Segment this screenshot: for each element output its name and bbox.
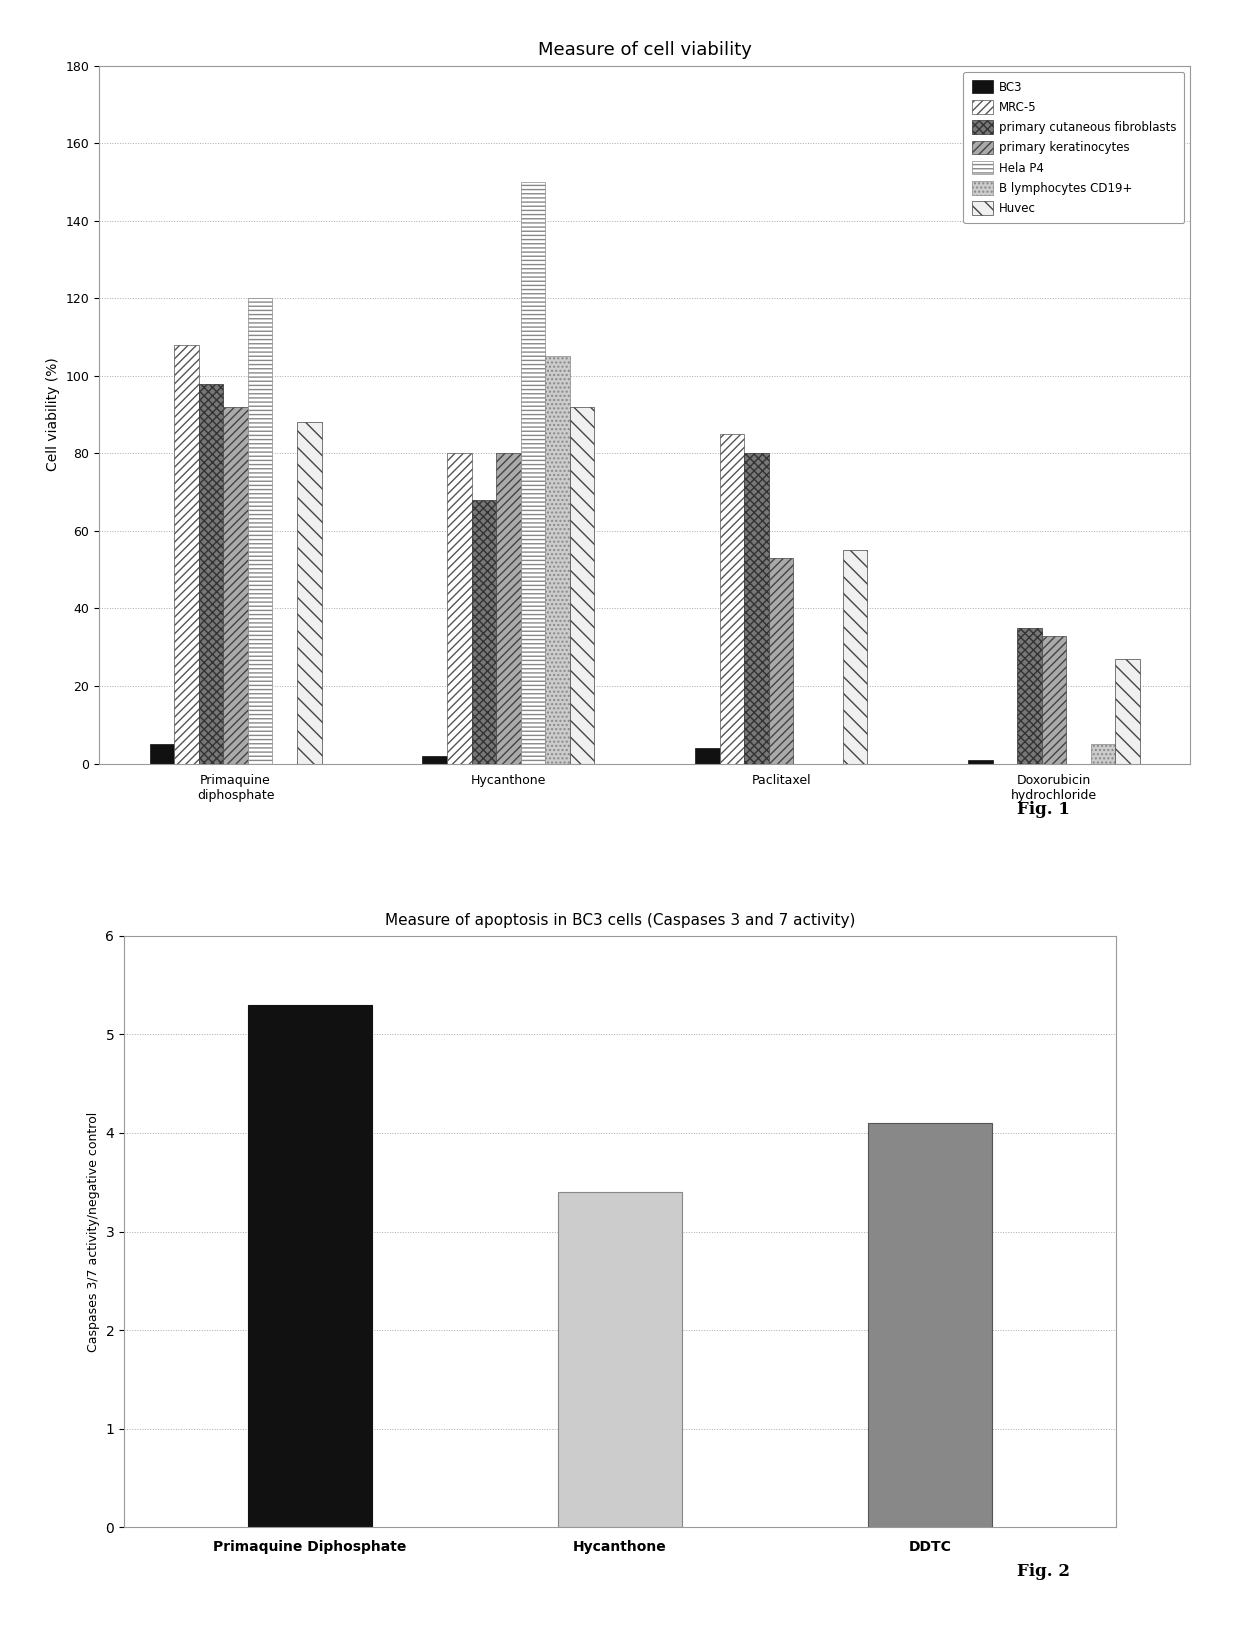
- Bar: [843, 550, 867, 764]
- Text: Fig. 2: Fig. 2: [1017, 1563, 1070, 1580]
- Bar: [569, 407, 594, 764]
- Bar: [1017, 627, 1042, 764]
- Y-axis label: Caspases 3/7 activity/negative control: Caspases 3/7 activity/negative control: [87, 1112, 100, 1351]
- Bar: [696, 749, 719, 764]
- Y-axis label: Cell viability (%): Cell viability (%): [46, 358, 60, 471]
- Bar: [471, 499, 496, 764]
- Bar: [174, 345, 198, 764]
- Bar: [198, 384, 223, 764]
- Bar: [223, 407, 248, 764]
- Bar: [248, 1005, 372, 1527]
- Bar: [521, 182, 546, 764]
- Bar: [1042, 635, 1066, 764]
- Text: Fig. 1: Fig. 1: [1017, 801, 1070, 818]
- Bar: [248, 299, 273, 764]
- Title: Measure of cell viability: Measure of cell viability: [538, 41, 751, 59]
- Bar: [769, 558, 794, 764]
- Bar: [296, 422, 321, 764]
- Bar: [744, 453, 769, 764]
- Bar: [558, 1192, 682, 1527]
- Bar: [496, 453, 521, 764]
- Bar: [1091, 744, 1115, 764]
- Legend: BC3, MRC-5, primary cutaneous fibroblasts, primary keratinocytes, Hela P4, B lym: BC3, MRC-5, primary cutaneous fibroblast…: [963, 72, 1184, 223]
- Bar: [1115, 658, 1140, 764]
- Bar: [968, 760, 992, 764]
- Bar: [446, 453, 471, 764]
- Bar: [546, 356, 569, 764]
- Bar: [719, 433, 744, 764]
- Bar: [150, 744, 174, 764]
- Title: Measure of apoptosis in BC3 cells (Caspases 3 and 7 activity): Measure of apoptosis in BC3 cells (Caspa…: [384, 913, 856, 928]
- Bar: [423, 755, 446, 764]
- Bar: [868, 1123, 992, 1527]
